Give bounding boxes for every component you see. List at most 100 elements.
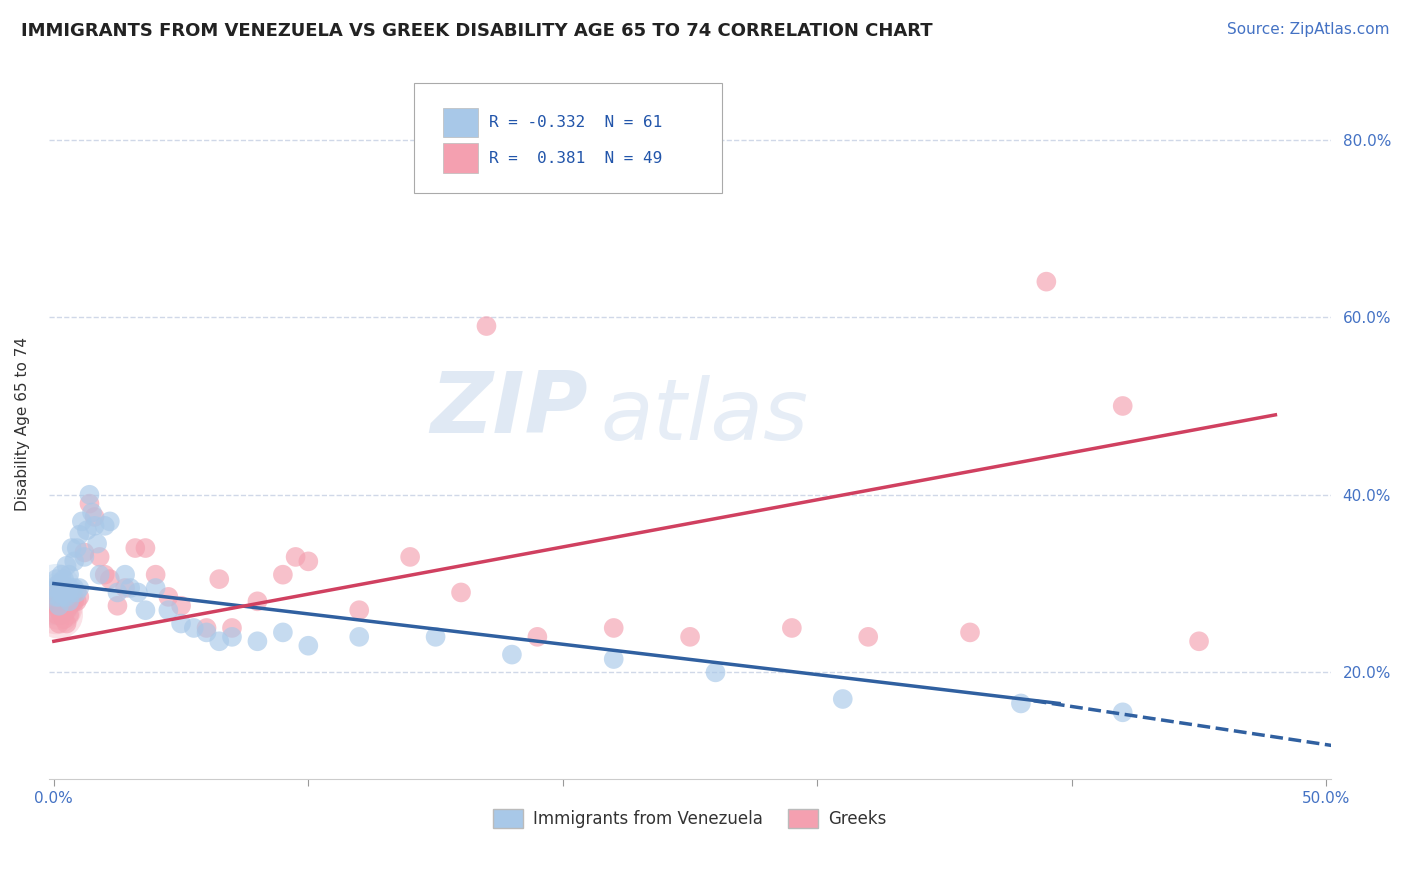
Point <box>60 590 83 604</box>
Point <box>45 607 67 622</box>
Text: IMMIGRANTS FROM VENEZUELA VS GREEK DISABILITY AGE 65 TO 74 CORRELATION CHART: IMMIGRANTS FROM VENEZUELA VS GREEK DISAB… <box>21 22 932 40</box>
Point <box>1112 706 1135 720</box>
Point <box>120 581 142 595</box>
FancyBboxPatch shape <box>443 143 478 173</box>
Point <box>195 621 218 635</box>
Point <box>66 541 89 555</box>
Point <box>55 558 77 573</box>
Point <box>48 603 70 617</box>
Point <box>58 581 80 595</box>
Point <box>399 549 422 564</box>
Point <box>1035 275 1057 289</box>
Point <box>67 581 90 595</box>
Point <box>98 572 121 586</box>
Point <box>98 515 121 529</box>
Point <box>89 549 111 564</box>
Point <box>63 594 86 608</box>
Point <box>51 607 73 622</box>
Point <box>55 616 77 631</box>
Point <box>51 576 73 591</box>
Point <box>347 630 370 644</box>
Point <box>60 541 83 555</box>
Point <box>79 488 101 502</box>
Point <box>145 581 167 595</box>
Point <box>55 590 77 604</box>
Point <box>858 630 880 644</box>
Point <box>48 607 70 622</box>
Point <box>48 599 70 613</box>
Point <box>89 567 111 582</box>
Text: R =  0.381  N = 49: R = 0.381 N = 49 <box>489 151 662 166</box>
Point <box>48 590 70 604</box>
Point <box>53 599 76 613</box>
Point <box>114 581 136 595</box>
Point <box>603 652 626 666</box>
Point <box>48 576 70 591</box>
Point <box>60 585 83 599</box>
Point <box>93 519 115 533</box>
Point <box>170 599 193 613</box>
Point <box>53 590 76 604</box>
Point <box>831 692 853 706</box>
Point <box>48 590 70 604</box>
Point <box>58 607 80 622</box>
Point <box>1112 399 1135 413</box>
Point <box>526 630 548 644</box>
Text: ZIP: ZIP <box>430 368 588 451</box>
Text: R = -0.332  N = 61: R = -0.332 N = 61 <box>489 115 662 130</box>
Point <box>450 585 472 599</box>
Point <box>183 621 205 635</box>
Point <box>51 590 73 604</box>
Point <box>48 616 70 631</box>
Point <box>55 603 77 617</box>
Point <box>1188 634 1211 648</box>
Point <box>51 581 73 595</box>
Point <box>246 634 269 648</box>
Point <box>271 625 294 640</box>
Point <box>53 572 76 586</box>
Point <box>80 506 103 520</box>
Point <box>67 527 90 541</box>
Point <box>208 572 231 586</box>
Point <box>127 585 149 599</box>
Point <box>157 590 180 604</box>
Y-axis label: Disability Age 65 to 74: Disability Age 65 to 74 <box>15 336 30 511</box>
Point <box>67 590 90 604</box>
Point <box>79 497 101 511</box>
Point <box>53 585 76 599</box>
Point <box>704 665 727 680</box>
Point <box>45 599 67 613</box>
Point <box>425 630 447 644</box>
Point <box>246 594 269 608</box>
FancyBboxPatch shape <box>415 83 723 193</box>
Point <box>45 581 67 595</box>
Point <box>45 594 67 608</box>
Point <box>66 594 89 608</box>
Point <box>51 585 73 599</box>
Point <box>107 599 129 613</box>
Text: atlas: atlas <box>600 376 808 458</box>
Point <box>195 625 218 640</box>
Point <box>475 319 498 334</box>
Point <box>58 599 80 613</box>
Point <box>347 603 370 617</box>
Point <box>134 541 156 555</box>
Point <box>134 603 156 617</box>
Point <box>73 549 96 564</box>
Point <box>297 639 319 653</box>
Point <box>271 567 294 582</box>
Point <box>284 549 307 564</box>
Point <box>58 594 80 608</box>
Point <box>221 630 243 644</box>
Point <box>76 523 98 537</box>
Point <box>70 515 93 529</box>
Point <box>83 519 105 533</box>
Point <box>83 510 105 524</box>
Point <box>58 567 80 582</box>
Point <box>73 545 96 559</box>
Text: Source: ZipAtlas.com: Source: ZipAtlas.com <box>1226 22 1389 37</box>
Point <box>959 625 981 640</box>
Legend: Immigrants from Venezuela, Greeks: Immigrants from Venezuela, Greeks <box>486 802 893 835</box>
Point <box>63 581 86 595</box>
Point <box>86 536 108 550</box>
